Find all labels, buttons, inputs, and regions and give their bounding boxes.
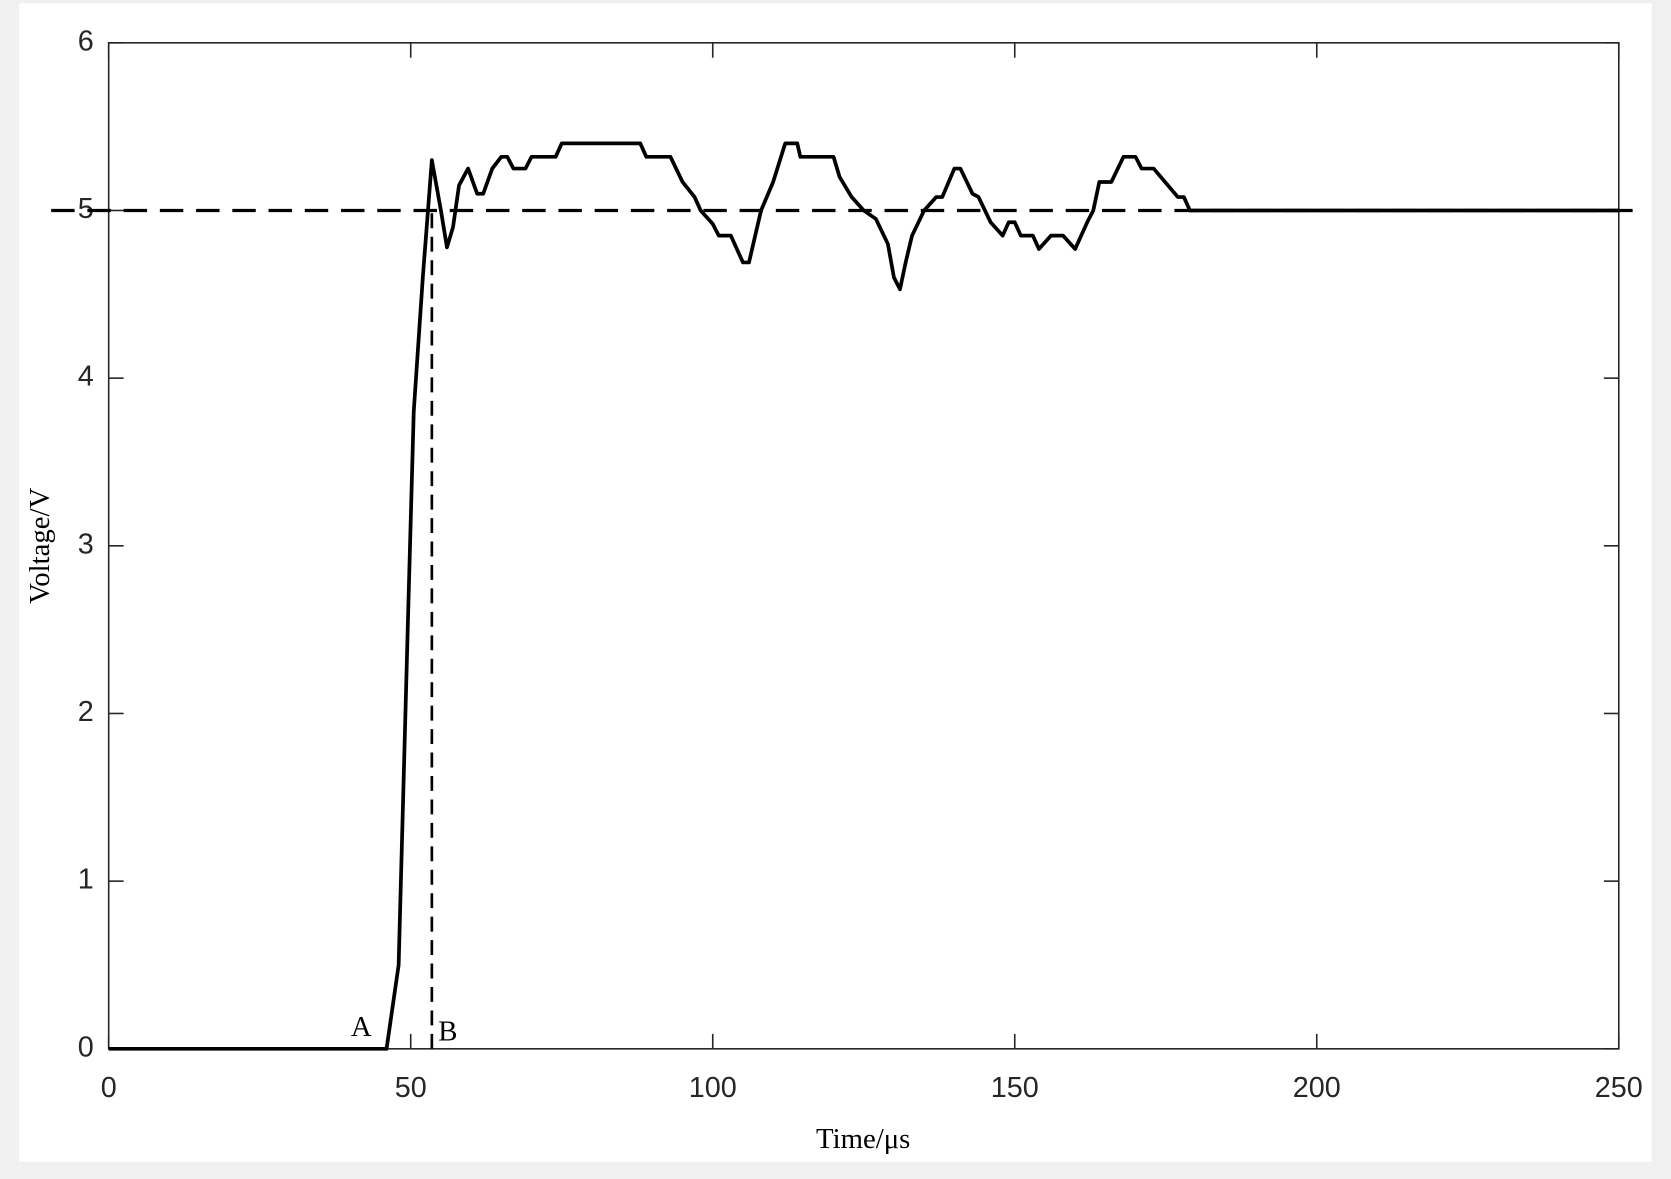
x-tick-label: 150 — [991, 1072, 1039, 1104]
x-tick-label: 0 — [101, 1072, 117, 1104]
x-tick-label: 250 — [1595, 1072, 1643, 1104]
y-tick-label: 2 — [78, 696, 94, 728]
y-tick-label: 3 — [78, 528, 94, 560]
y-tick-label: 5 — [78, 193, 94, 225]
data-line — [108, 141, 1619, 1051]
x-tick-label: 50 — [395, 1072, 427, 1104]
plot-area — [107, 42, 1620, 1050]
y-tick-label: 6 — [78, 25, 94, 57]
y-tick-label: 4 — [78, 361, 94, 393]
x-axis-label: Time/μs — [816, 1123, 910, 1155]
y-tick-label: 0 — [78, 1031, 94, 1063]
marker-label: B — [438, 1016, 457, 1048]
x-tick-label: 100 — [689, 1072, 737, 1104]
y-tick-label: 1 — [78, 864, 94, 896]
marker-label: A — [351, 1011, 372, 1043]
y-axis-label: Voltage/V — [24, 488, 56, 604]
x-tick-label: 200 — [1293, 1072, 1341, 1104]
